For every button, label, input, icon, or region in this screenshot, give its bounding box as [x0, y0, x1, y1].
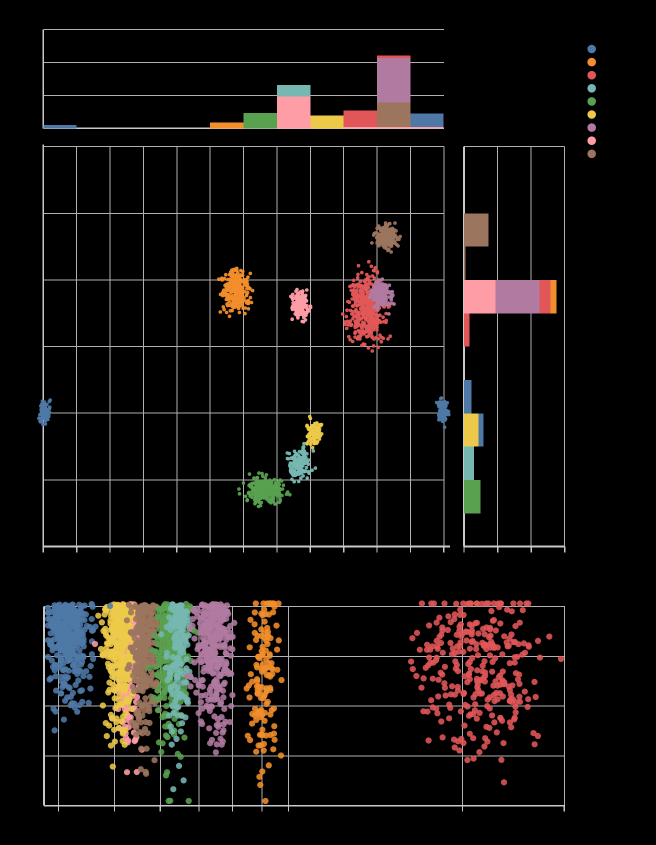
top-hist-bar-segment-green [243, 113, 277, 129]
right-hist-bar-segment-teal [464, 446, 475, 480]
cluster-brown-cluster [370, 221, 403, 254]
main-scatter-points [37, 221, 451, 509]
right-hist-bar-segment-orange [550, 280, 557, 314]
top-hist-bar-segment-red [343, 110, 377, 127]
top-hist-bar-segment-pink [343, 126, 377, 129]
cluster-blue-cluster-right-edge [434, 396, 451, 430]
right-hist-bar-segment-blue [478, 413, 484, 447]
bottom-strip-points [44, 600, 565, 805]
strip-column-red [408, 600, 553, 786]
panel-bottom-strip [43, 600, 565, 812]
legend-swatch-teal [587, 84, 596, 93]
legend-swatch-yellow [587, 110, 596, 119]
cluster-yellow-cluster [305, 414, 324, 450]
top-hist-bar-segment-purple [377, 58, 411, 103]
cluster-teal-cluster [285, 441, 318, 484]
legend-swatch-orange [587, 57, 596, 67]
cluster-orange-cluster [217, 267, 255, 319]
strip-column-purple [184, 601, 238, 756]
panel-top-histogram [42, 29, 444, 130]
right-hist-bar-segment-yellow [464, 413, 479, 447]
top-hist-bar-segment-teal [276, 85, 311, 97]
panel-right-histogram [463, 146, 566, 553]
legend-swatch-purple [587, 123, 596, 132]
right-hist-bar-segment-red [539, 280, 551, 314]
top-hist-bar-segment-yellow [310, 115, 344, 129]
cluster-orange-outlier-dots [232, 266, 239, 273]
top-hist-bar-segment-brown [377, 102, 411, 127]
right-hist-bar-segment-red [464, 313, 470, 347]
top-histogram-bars [43, 55, 444, 129]
legend [587, 44, 596, 159]
strip-column-teal [158, 601, 194, 793]
top-hist-bar-segment-orange [210, 122, 244, 129]
legend-swatch-blue [587, 44, 596, 54]
right-hist-bar-segment-green [464, 480, 481, 514]
cluster-red-cluster [340, 259, 393, 353]
cluster-purple-cluster [367, 277, 396, 316]
legend-swatch-red [587, 70, 596, 80]
bottom-strip-spines [43, 606, 565, 812]
cluster-green-cluster [237, 471, 292, 509]
right-hist-bar-segment-blue [464, 380, 472, 414]
strip-column-orange [243, 600, 285, 805]
right-hist-bar-segment-brown [464, 213, 489, 247]
main-scatter-spines [42, 144, 450, 553]
cluster-blue-cluster-left-edge [37, 398, 52, 427]
top-hist-bar-segment-blue [410, 113, 444, 127]
legend-swatch-pink [587, 136, 596, 145]
right-hist-bar-segment-brown [464, 246, 466, 281]
panel-main-scatter [37, 144, 451, 553]
right-hist-bar-segment-pink [464, 280, 496, 314]
strip-outlier-points [91, 602, 565, 742]
top-hist-bar-segment-pink [410, 126, 444, 129]
top-hist-bar-segment-red [377, 55, 411, 59]
right-hist-bar-segment-purple [495, 280, 540, 314]
right-histogram-bars [464, 213, 557, 514]
legend-swatch-green [587, 97, 596, 106]
strip-column-blue [44, 600, 99, 734]
legend-swatch-brown [587, 149, 596, 159]
top-hist-bar-segment-blue [43, 125, 77, 129]
cluster-pink-cluster [289, 287, 313, 324]
top-hist-bar-segment-pink [276, 96, 311, 129]
top-hist-bar-segment-pink [377, 126, 411, 129]
strip-column-brown [123, 601, 167, 777]
